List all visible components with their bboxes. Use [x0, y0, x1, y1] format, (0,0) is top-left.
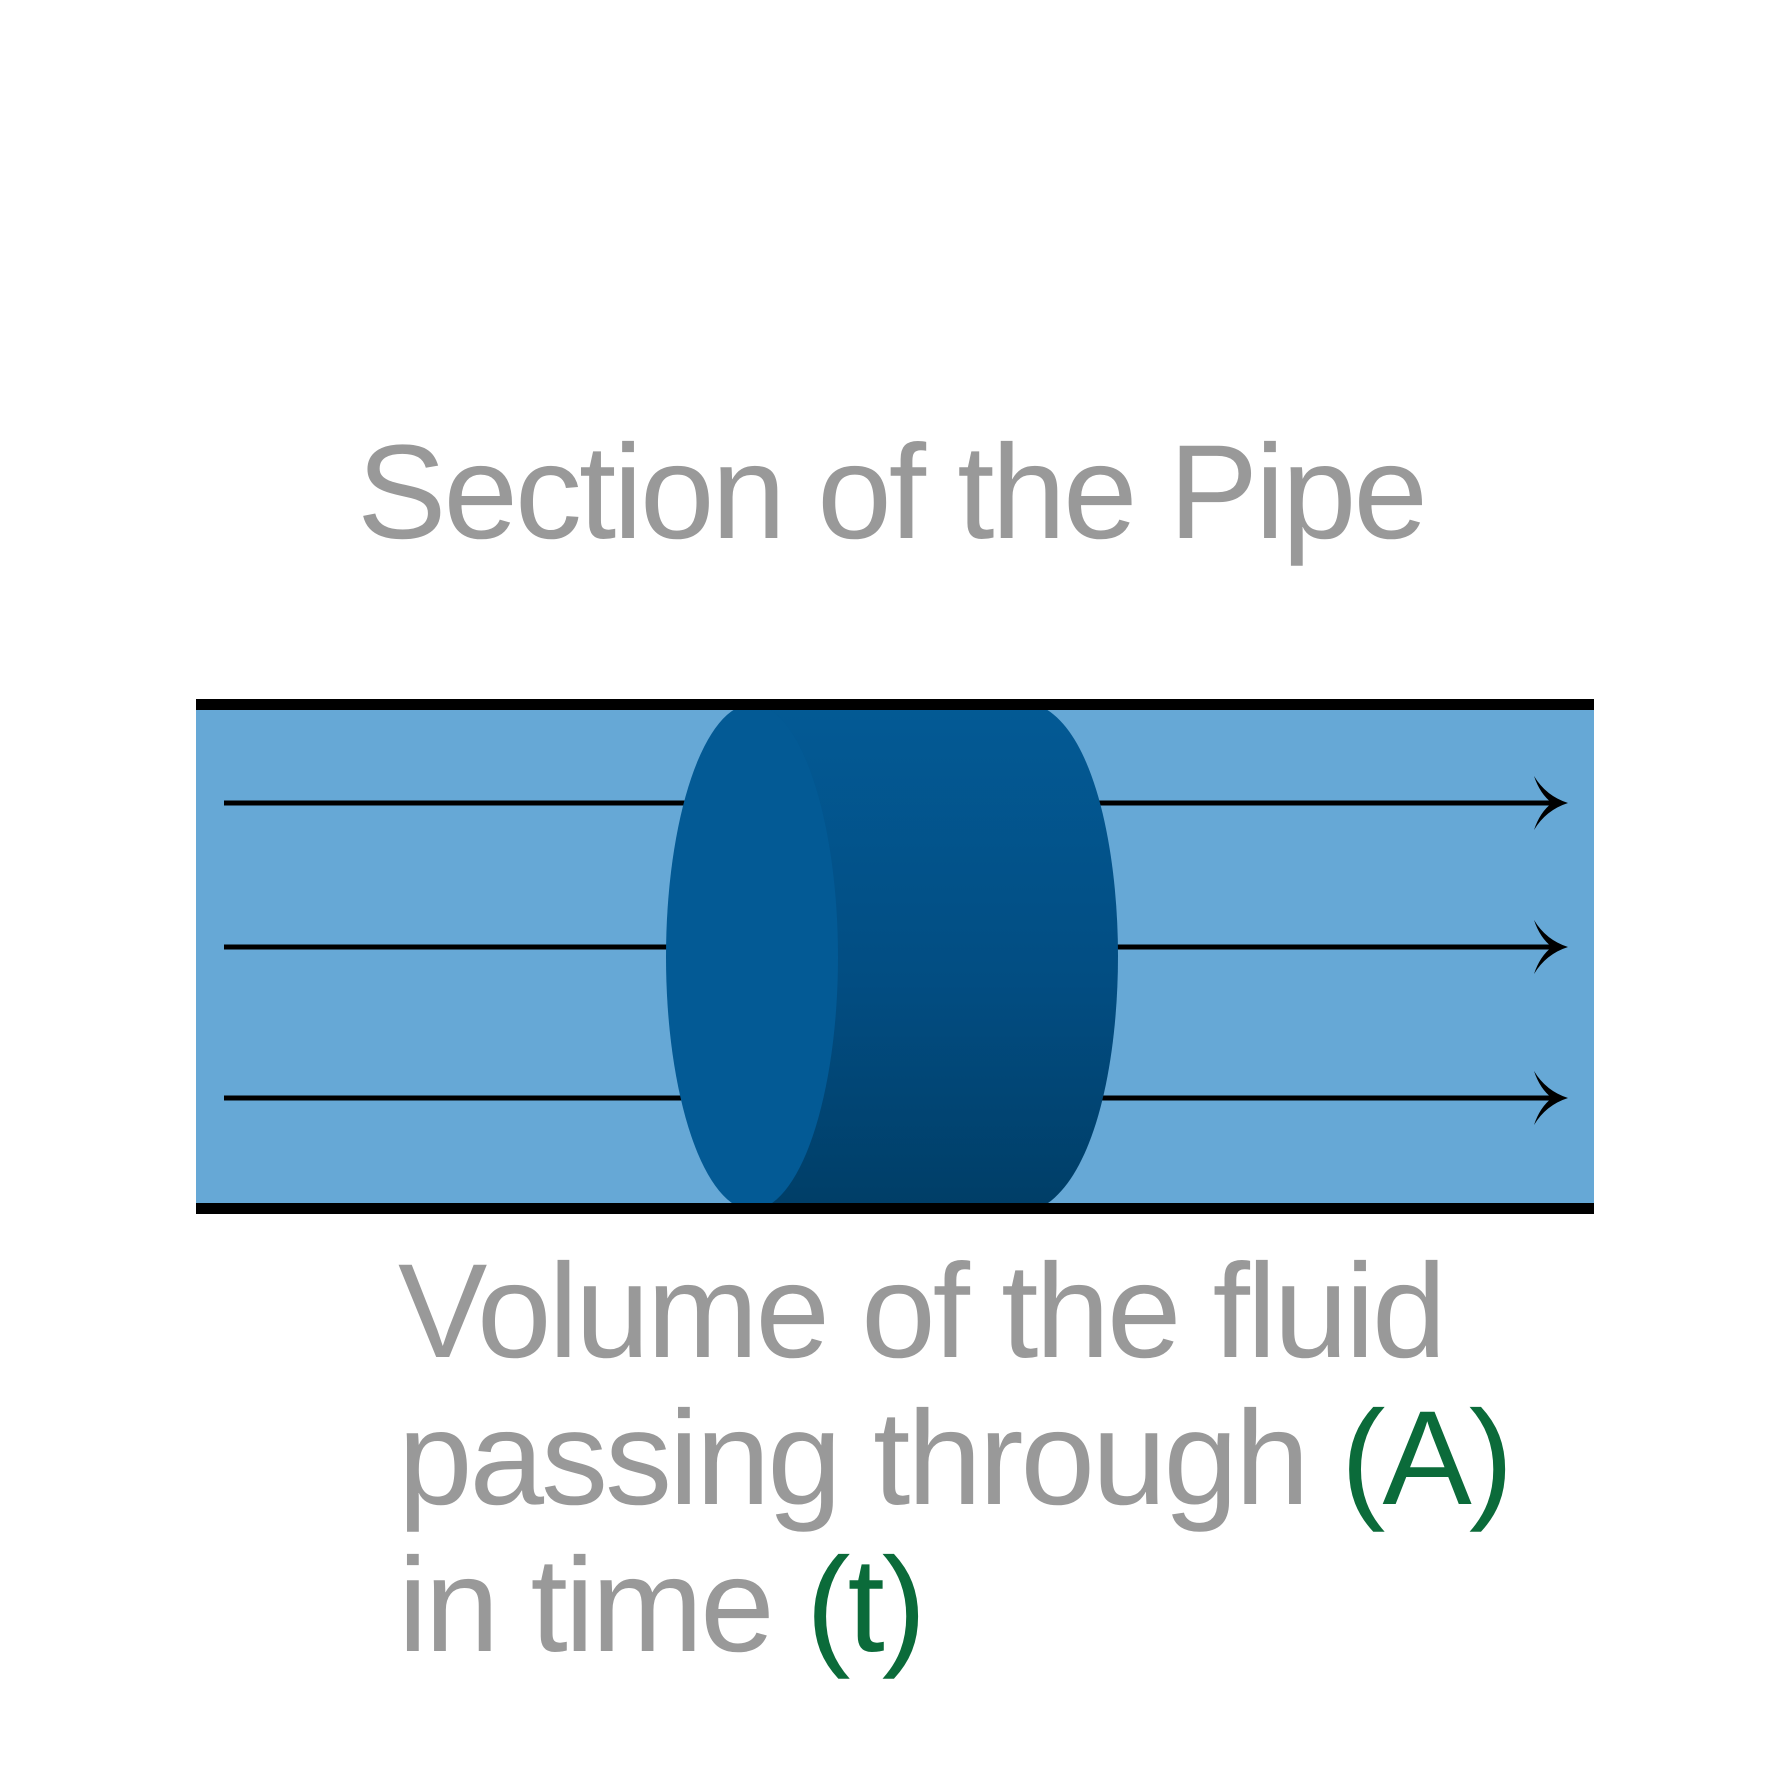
caption-line-2: passing through (A)	[398, 1385, 1698, 1532]
caption-line-3-text: in time	[398, 1531, 775, 1680]
pipe-wall-top	[196, 699, 1594, 710]
pipe-wall-bottom	[196, 1203, 1594, 1214]
caption-line-1: Volume of the fluid	[398, 1237, 1447, 1386]
diagram-caption: Volume of the fluid passing through (A) …	[398, 1238, 1698, 1679]
caption-line-3: in time (t)	[398, 1532, 1698, 1679]
fluid-volume-cylinder	[666, 706, 1118, 1208]
caption-line-2-text: passing through	[398, 1384, 1310, 1533]
diagram-title: Section of the Pipe	[357, 418, 1428, 567]
time-variable: (t)	[805, 1531, 926, 1680]
area-variable: (A)	[1340, 1384, 1514, 1533]
